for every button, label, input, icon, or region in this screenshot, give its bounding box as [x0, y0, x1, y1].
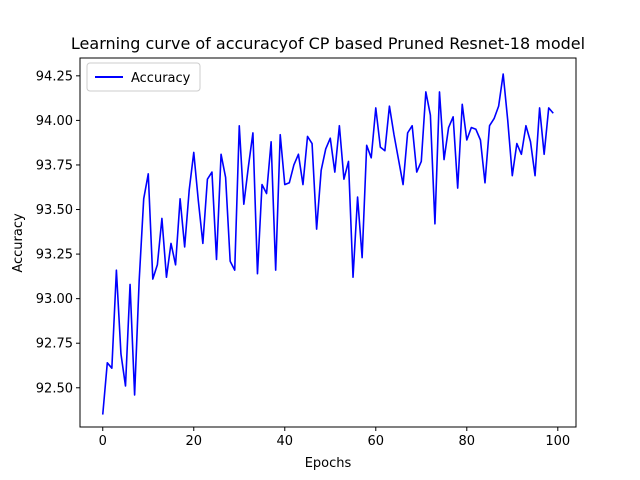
y-tick-label: 93.25 [36, 248, 73, 263]
legend: Accuracy [86, 62, 201, 92]
x-axis-label: Epochs [305, 456, 352, 471]
y-tick-label: 93.50 [36, 203, 73, 218]
x-tick-label: 80 [459, 434, 476, 449]
chart-title: Learning curve of accuracyof CP based Pr… [71, 34, 585, 53]
y-axis: 92.50 92.75 93.00 93.25 93.50 93.75 94.00 94.25 [36, 69, 80, 396]
y-tick-label: 94.25 [36, 69, 73, 84]
legend-label: Accuracy [131, 71, 191, 86]
legend-box [86, 62, 201, 92]
x-tick-label: 100 [545, 434, 570, 449]
y-tick-label: 93.00 [36, 292, 73, 307]
x-tick-label: 20 [185, 434, 202, 449]
x-tick-label: 60 [368, 434, 385, 449]
x-axis: 0 20 40 60 80 100 [99, 427, 570, 449]
y-axis-label: Accuracy [11, 213, 26, 273]
series-line-accuracy [101, 73, 554, 415]
y-tick-label: 93.75 [36, 158, 73, 173]
x-tick-label: 40 [276, 434, 293, 449]
x-tick-label: 0 [99, 434, 107, 449]
plot-area [79, 57, 577, 428]
series-layer [101, 73, 554, 415]
y-tick-label: 92.75 [36, 337, 73, 352]
y-tick-label: 94.00 [36, 114, 73, 129]
y-tick-label: 92.50 [36, 381, 73, 396]
plot-frame [79, 57, 577, 428]
